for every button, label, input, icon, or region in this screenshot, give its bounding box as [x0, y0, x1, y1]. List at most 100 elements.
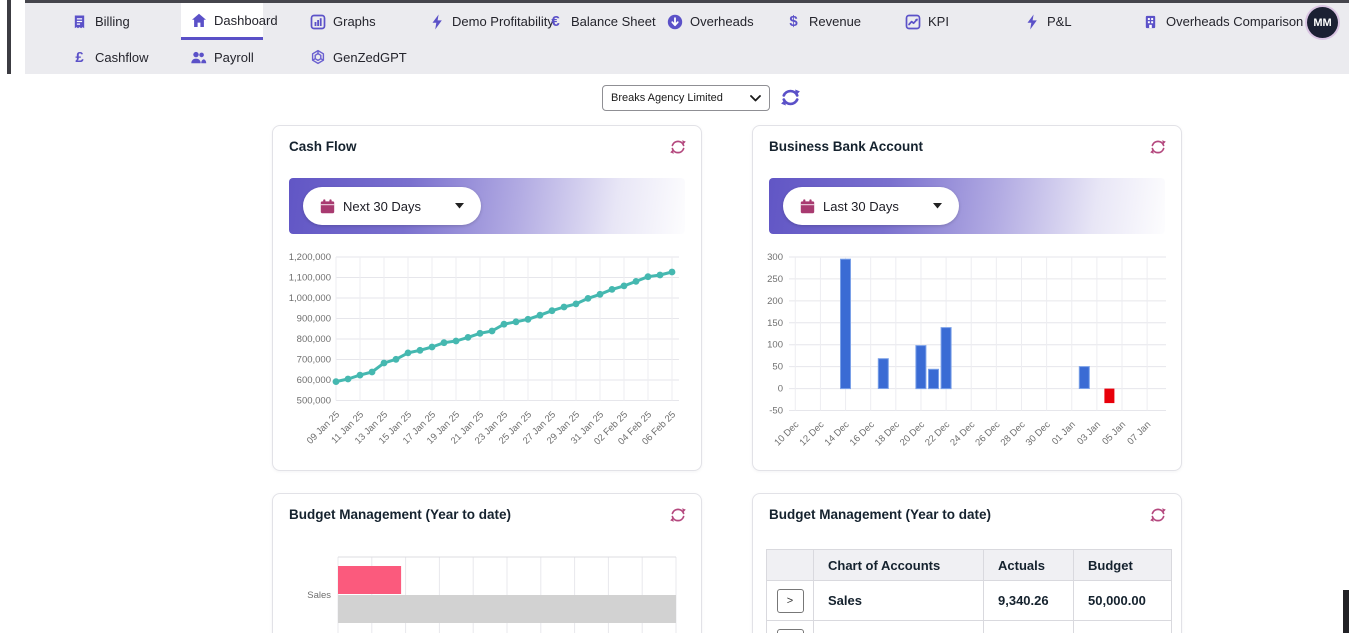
tab-label: Overheads: [690, 14, 754, 29]
svg-text:250: 250: [767, 274, 783, 285]
tab-label: P&L: [1047, 14, 1072, 29]
svg-text:600,000: 600,000: [297, 375, 331, 386]
svg-text:1,200,000: 1,200,000: [289, 252, 331, 263]
svg-text:1,000,000: 1,000,000: [289, 293, 331, 304]
svg-text:50: 50: [772, 362, 783, 373]
tab-label: GenZedGPT: [333, 49, 407, 65]
svg-text:300: 300: [767, 252, 783, 263]
tab-balance-sheet[interactable]: € Balance Sheet: [538, 3, 655, 40]
chevron-down-icon: [750, 94, 761, 102]
calendar-icon: [800, 198, 815, 214]
cash-flow-card: Cash Flow Next 30 Days 500,000 600,000 700…: [272, 125, 702, 471]
tab-label: KPI: [928, 14, 949, 29]
svg-text:30 Dec: 30 Dec: [1024, 419, 1053, 448]
refresh-icon[interactable]: [668, 137, 688, 157]
nav-row-2: £ Cashflow Payroll GenZedGPT: [25, 40, 1349, 74]
svg-text:12 Dec: 12 Dec: [797, 419, 826, 448]
caret-down-icon: [932, 203, 942, 209]
period-dropdown[interactable]: Last 30 Days: [783, 187, 959, 225]
period-label: Next 30 Days: [343, 198, 422, 214]
table-row-partial: >: [766, 620, 1172, 633]
table-row: > Sales 9,340.26 50,000.00: [766, 580, 1172, 621]
expand-row-button[interactable]: >: [776, 628, 804, 633]
arrow-down-circle-icon: [666, 13, 683, 30]
column-header: [766, 549, 814, 581]
refresh-icon[interactable]: [1148, 505, 1168, 525]
svg-text:01 Jan: 01 Jan: [1050, 419, 1078, 447]
tab-genzedgpt[interactable]: GenZedGPT: [300, 40, 407, 74]
ai-swirl-icon: [309, 49, 326, 66]
company-select-value: Breaks Agency Limited: [611, 92, 723, 104]
svg-text:24 Dec: 24 Dec: [948, 419, 977, 448]
tab-kpi[interactable]: KPI: [895, 3, 977, 40]
period-banner: Last 30 Days: [769, 178, 1165, 234]
expand-row-button[interactable]: >: [776, 588, 804, 613]
card-title: Budget Management (Year to date): [289, 507, 512, 522]
cash-flow-line-chart: 500,000 600,000 700,000 800,000 900,000 1,000…: [289, 252, 679, 447]
refresh-icon[interactable]: [1148, 137, 1168, 157]
svg-text:28 Dec: 28 Dec: [999, 419, 1028, 448]
svg-text:26 Dec: 26 Dec: [973, 419, 1002, 448]
table-header-row: Chart of Accounts Actuals Budget: [766, 549, 1172, 581]
budget-table: Chart of Accounts Actuals Budget > Sales…: [766, 549, 1172, 633]
caret-down-icon: [455, 203, 465, 209]
tab-label: Demo Profitability: [452, 14, 554, 29]
budget-cell: 50,000.00: [1073, 580, 1172, 621]
window-edge-line: [7, 0, 11, 74]
tab-pl[interactable]: P&L: [1014, 3, 1096, 40]
tab-cashflow[interactable]: £ Cashflow: [62, 40, 148, 74]
card-title: Business Bank Account: [769, 139, 924, 154]
svg-text:22 Dec: 22 Dec: [923, 419, 952, 448]
budget-hbar-chart: Sales: [307, 556, 677, 633]
svg-text:0: 0: [778, 384, 783, 395]
svg-text:03 Jan: 03 Jan: [1075, 419, 1103, 447]
bank-account-card: Business Bank Account Last 30 Days -50 0 5…: [752, 125, 1182, 471]
scrollbar-thumb[interactable]: [1343, 590, 1349, 633]
period-banner: Next 30 Days: [289, 178, 685, 234]
period-dropdown[interactable]: Next 30 Days: [303, 187, 482, 225]
column-header: Chart of Accounts: [813, 549, 984, 581]
svg-text:1,100,000: 1,100,000: [289, 273, 331, 284]
column-header: Budget: [1073, 549, 1172, 581]
tab-dashboard[interactable]: Dashboard: [181, 3, 278, 40]
svg-text:150: 150: [767, 318, 783, 329]
card-title: Budget Management (Year to date): [769, 507, 992, 522]
refresh-icon[interactable]: [779, 86, 802, 109]
svg-text:18 Dec: 18 Dec: [873, 419, 902, 448]
tab-label: Balance Sheet: [571, 14, 656, 29]
svg-text:10 Dec: 10 Dec: [772, 419, 801, 448]
svg-text:200: 200: [767, 296, 783, 307]
tab-demo-profitability[interactable]: Demo Profitability: [419, 3, 554, 40]
budget-chart-card: Budget Management (Year to date) Sales: [272, 493, 702, 633]
tab-label: Overheads Comparison: [1166, 14, 1304, 29]
tab-payroll[interactable]: Payroll: [181, 40, 263, 74]
account-cell: Sales: [813, 580, 984, 621]
svg-text:-50: -50: [769, 406, 783, 417]
tab-graphs[interactable]: Graphs: [300, 3, 382, 40]
column-header: Actuals: [983, 549, 1074, 581]
company-select[interactable]: Breaks Agency Limited: [602, 85, 770, 111]
trend-line-icon: [904, 13, 921, 30]
svg-text:05 Jan: 05 Jan: [1100, 419, 1128, 447]
top-navigation: Billing Dashboard Graphs Demo Profitabil…: [25, 0, 1349, 74]
nav-row-1: Billing Dashboard Graphs Demo Profitabil…: [25, 3, 1349, 40]
refresh-icon[interactable]: [668, 505, 688, 525]
period-label: Last 30 Days: [823, 198, 899, 214]
svg-text:100: 100: [767, 340, 783, 351]
euro-icon: €: [551, 13, 560, 30]
svg-text:700,000: 700,000: [297, 355, 331, 366]
tab-revenue[interactable]: $ Revenue: [776, 3, 861, 40]
tab-label: Cashflow: [95, 49, 149, 65]
svg-text:16 Dec: 16 Dec: [848, 419, 877, 448]
tab-overheads[interactable]: Overheads: [657, 3, 754, 40]
tab-overheads-comparison[interactable]: Overheads Comparison: [1133, 3, 1303, 40]
tab-label: Payroll: [214, 49, 254, 65]
budget-table-card: Budget Management (Year to date) Chart o…: [752, 493, 1182, 633]
svg-text:500,000: 500,000: [297, 396, 331, 407]
svg-text:14 Dec: 14 Dec: [823, 419, 852, 448]
tab-label: Graphs: [333, 14, 376, 29]
tab-billing[interactable]: Billing: [62, 3, 144, 40]
tab-label: Billing: [95, 14, 130, 29]
user-avatar[interactable]: MM: [1307, 7, 1338, 38]
